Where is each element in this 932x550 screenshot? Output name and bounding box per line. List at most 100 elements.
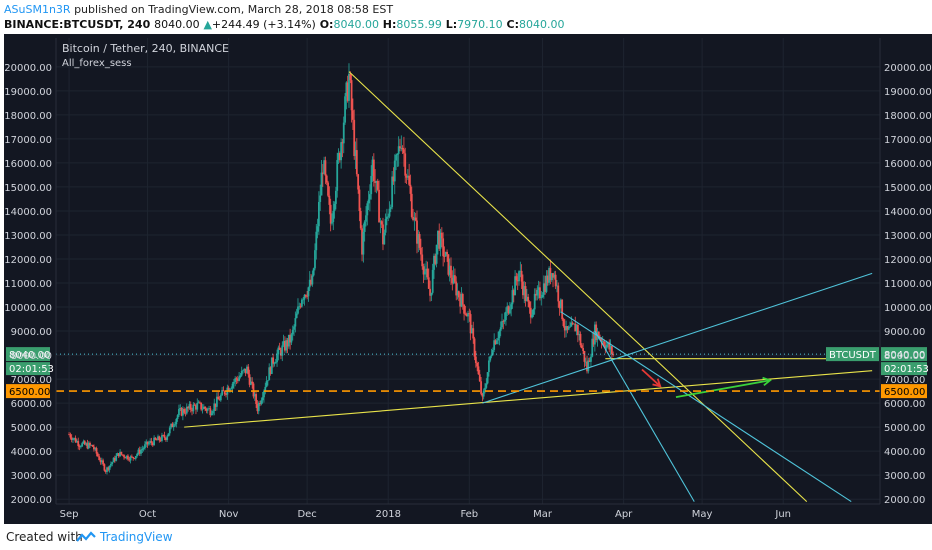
candle-body: [133, 458, 136, 459]
arrow-head-icon: [652, 378, 662, 388]
candle-body: [180, 407, 183, 416]
high-label: H:: [382, 18, 397, 31]
author-link[interactable]: ASuSM1n3R: [4, 3, 71, 16]
y-tick-label-right: 14000.00: [884, 207, 932, 218]
candle-body: [333, 203, 336, 211]
candle-body: [376, 180, 379, 190]
candle-body: [239, 375, 242, 378]
candle-body: [290, 334, 293, 343]
candle-body: [251, 381, 254, 384]
candle-body: [307, 287, 310, 297]
candle-body: [603, 341, 605, 346]
candle-body: [103, 464, 106, 471]
candle-body: [334, 190, 337, 204]
candle-body: [98, 456, 101, 460]
price-levels: 6500.00 6500.00 8040.00 02:01:53 BTCUSDT 8040…: [6, 347, 929, 399]
candle-body: [604, 345, 607, 349]
candle-body: [234, 378, 237, 382]
candle-body: [304, 294, 307, 297]
y-tick-label-left: 7000.00: [11, 375, 52, 386]
candle-body: [206, 408, 209, 411]
candle-body: [522, 281, 524, 296]
y-tick-label-left: 6000.00: [11, 399, 52, 410]
y-tick-label-right: 12000.00: [884, 255, 932, 266]
candle-body: [277, 347, 280, 355]
candle-body: [70, 437, 73, 441]
candle-body: [532, 309, 535, 315]
candle-body: [247, 366, 250, 375]
y-tick-label-left: 2000.00: [11, 495, 52, 506]
candle-body: [567, 326, 570, 330]
candle-body: [563, 326, 566, 331]
candle-body: [514, 276, 516, 296]
candle-body: [430, 292, 433, 296]
candle-body: [490, 354, 493, 357]
candle-body: [202, 406, 205, 409]
candle-body: [235, 378, 238, 380]
candle-body: [382, 224, 384, 245]
candle-body: [227, 387, 230, 391]
candle-body: [278, 347, 281, 350]
candle-body: [76, 441, 78, 443]
candle-body: [299, 306, 302, 308]
price-chart[interactable]: 6500.00 6500.00 8040.00 02:01:53 BTCUSDT 8040…: [4, 34, 932, 524]
candle-body: [191, 409, 193, 412]
chart-container[interactable]: 6500.00 6500.00 8040.00 02:01:53 BTCUSDT 8040…: [4, 34, 932, 524]
candle-body: [99, 459, 102, 463]
tradingview-brand-link[interactable]: TradingView: [100, 530, 173, 544]
candle-body: [166, 436, 169, 440]
candle-body: [200, 402, 203, 410]
candle-body: [386, 216, 388, 219]
last-price-tag-left: [6, 347, 50, 362]
x-tick-label: Feb: [460, 509, 478, 520]
candle-body: [374, 181, 377, 183]
candle-body: [155, 439, 158, 441]
trend-line: [348, 71, 808, 502]
candle-body: [473, 338, 476, 357]
candle-body: [400, 147, 403, 149]
candle-body: [162, 435, 165, 436]
candle-body: [540, 297, 543, 299]
candle-body: [353, 119, 356, 156]
candle-body: [345, 82, 348, 97]
y-tick-label-right: 8000.00: [884, 351, 925, 362]
y-tick-label-right: 2000.00: [884, 495, 925, 506]
candle-body: [502, 321, 505, 322]
candle-body: [429, 288, 431, 296]
candle-body: [508, 309, 511, 314]
candle-body: [584, 361, 587, 363]
candle-body: [439, 232, 442, 249]
candle-body: [171, 423, 174, 428]
candle-body: [195, 405, 197, 410]
candle-body: [553, 274, 556, 278]
y-tick-label-right: 17000.00: [884, 135, 932, 146]
y-tick-label-right: 11000.00: [884, 279, 932, 290]
countdown-label: 02:01:53: [884, 364, 929, 375]
candle-body: [144, 444, 146, 449]
candle-body: [405, 175, 408, 178]
candle-body: [582, 348, 584, 351]
y-tick-label-left: 13000.00: [4, 231, 52, 242]
candle-body: [418, 234, 421, 248]
candle-body: [238, 377, 241, 381]
y-tick-label-left: 11000.00: [4, 279, 52, 290]
candle-body: [361, 228, 363, 255]
candle-body: [506, 306, 509, 312]
candle-body: [465, 314, 468, 317]
y-tick-label-left: 20000.00: [4, 63, 52, 74]
candle-body: [481, 393, 484, 397]
candle-body: [600, 338, 603, 342]
candle-body: [484, 387, 486, 391]
candle-body: [471, 328, 473, 334]
candle-body: [561, 299, 564, 320]
candle-body: [300, 299, 303, 307]
candle-body: [116, 453, 119, 456]
candle-body: [73, 437, 76, 439]
candle-body: [306, 296, 309, 298]
candle-body: [215, 396, 218, 407]
candle-body: [121, 454, 124, 456]
candle-body: [256, 403, 259, 412]
candle-body: [120, 451, 123, 455]
close-label: C:: [506, 18, 519, 31]
candle-body: [89, 442, 91, 446]
